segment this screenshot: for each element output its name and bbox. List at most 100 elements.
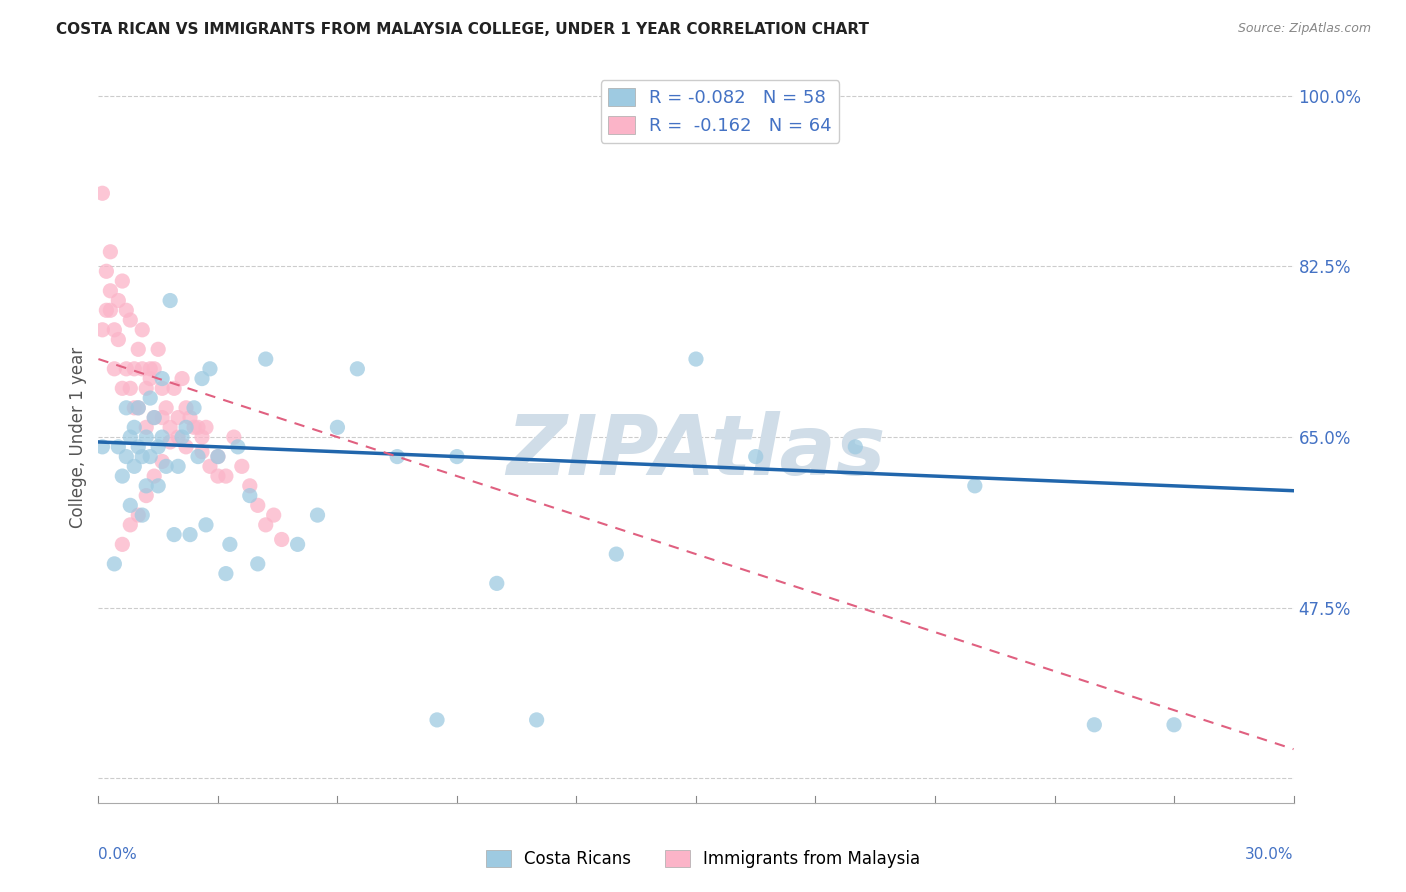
- Point: [124, 401, 146, 415]
- Point: [127, 401, 149, 415]
- Point: [115, 401, 138, 415]
- Point: [139, 361, 162, 376]
- Point: [207, 450, 229, 464]
- Point: [207, 469, 229, 483]
- Point: [103, 323, 125, 337]
- Point: [135, 489, 157, 503]
- Point: [96, 303, 118, 318]
- Point: [198, 459, 221, 474]
- Point: [127, 440, 149, 454]
- Point: [159, 293, 181, 308]
- Point: [159, 420, 181, 434]
- Point: [179, 410, 201, 425]
- Point: [226, 440, 249, 454]
- Text: 30.0%: 30.0%: [1246, 847, 1294, 862]
- Point: [96, 264, 118, 278]
- Point: [215, 566, 238, 581]
- Point: [150, 410, 173, 425]
- Legend: R = -0.082   N = 58, R =  -0.162   N = 64: R = -0.082 N = 58, R = -0.162 N = 64: [600, 80, 839, 143]
- Point: [326, 420, 349, 434]
- Point: [254, 517, 277, 532]
- Point: [98, 284, 122, 298]
- Point: [485, 576, 508, 591]
- Point: [139, 450, 162, 464]
- Point: [91, 440, 114, 454]
- Point: [963, 479, 986, 493]
- Point: [115, 303, 138, 318]
- Point: [446, 450, 468, 464]
- Point: [174, 440, 197, 454]
- Point: [111, 469, 134, 483]
- Point: [685, 352, 707, 367]
- Point: [172, 371, 194, 385]
- Point: [605, 547, 627, 561]
- Point: [124, 459, 146, 474]
- Point: [172, 430, 194, 444]
- Point: [163, 381, 186, 395]
- Point: [155, 401, 177, 415]
- Point: [167, 430, 190, 444]
- Point: [124, 361, 146, 376]
- Point: [107, 333, 129, 347]
- Point: [150, 454, 173, 468]
- Text: Source: ZipAtlas.com: Source: ZipAtlas.com: [1237, 22, 1371, 36]
- Point: [155, 459, 177, 474]
- Point: [98, 244, 122, 259]
- Point: [111, 274, 134, 288]
- Point: [191, 444, 214, 458]
- Point: [179, 527, 201, 541]
- Point: [98, 303, 122, 318]
- Point: [167, 410, 190, 425]
- Text: ZIPAtlas: ZIPAtlas: [506, 411, 886, 492]
- Point: [150, 371, 173, 385]
- Point: [120, 517, 142, 532]
- Point: [135, 381, 157, 395]
- Point: [263, 508, 285, 522]
- Text: 0.0%: 0.0%: [98, 847, 138, 862]
- Point: [143, 410, 166, 425]
- Point: [148, 479, 170, 493]
- Point: [307, 508, 329, 522]
- Point: [844, 440, 866, 454]
- Point: [159, 434, 181, 449]
- Point: [115, 361, 138, 376]
- Point: [150, 381, 173, 395]
- Point: [195, 517, 218, 532]
- Point: [183, 420, 205, 434]
- Point: [246, 499, 269, 513]
- Point: [124, 420, 146, 434]
- Point: [191, 371, 214, 385]
- Point: [745, 450, 768, 464]
- Point: [107, 293, 129, 308]
- Point: [1083, 718, 1105, 732]
- Point: [346, 361, 368, 376]
- Point: [246, 557, 269, 571]
- Point: [91, 323, 114, 337]
- Point: [150, 430, 173, 444]
- Point: [143, 410, 166, 425]
- Point: [526, 713, 548, 727]
- Point: [111, 381, 134, 395]
- Point: [143, 469, 166, 483]
- Text: COSTA RICAN VS IMMIGRANTS FROM MALAYSIA COLLEGE, UNDER 1 YEAR CORRELATION CHART: COSTA RICAN VS IMMIGRANTS FROM MALAYSIA …: [56, 22, 869, 37]
- Point: [215, 469, 238, 483]
- Point: [135, 430, 157, 444]
- Point: [222, 430, 245, 444]
- Point: [198, 361, 221, 376]
- Point: [120, 313, 142, 327]
- Point: [131, 323, 153, 337]
- Point: [195, 420, 218, 434]
- Point: [148, 343, 170, 357]
- Point: [148, 440, 170, 454]
- Point: [239, 489, 262, 503]
- Point: [183, 401, 205, 415]
- Point: [115, 450, 138, 464]
- Point: [131, 361, 153, 376]
- Point: [187, 450, 209, 464]
- Point: [207, 450, 229, 464]
- Point: [131, 450, 153, 464]
- Point: [174, 401, 197, 415]
- Point: [231, 459, 253, 474]
- Point: [287, 537, 309, 551]
- Point: [174, 420, 197, 434]
